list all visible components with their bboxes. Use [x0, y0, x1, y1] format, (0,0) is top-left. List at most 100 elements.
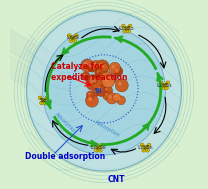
Circle shape — [123, 29, 127, 33]
Circle shape — [88, 63, 97, 72]
Circle shape — [113, 93, 121, 101]
Text: Adsorption: Adsorption — [94, 119, 121, 138]
Circle shape — [86, 76, 100, 91]
Circle shape — [88, 74, 98, 84]
Circle shape — [115, 69, 118, 72]
Text: S$_8$: S$_8$ — [39, 96, 48, 105]
Circle shape — [146, 148, 149, 152]
Circle shape — [98, 87, 102, 91]
Circle shape — [111, 65, 115, 69]
Circle shape — [140, 143, 144, 147]
Text: Li$_2$S$_4$: Li$_2$S$_4$ — [156, 81, 173, 90]
Circle shape — [71, 36, 75, 40]
Circle shape — [84, 62, 88, 66]
Text: Li$_2$S$_6$: Li$_2$S$_6$ — [137, 143, 154, 152]
Circle shape — [100, 143, 104, 147]
Circle shape — [94, 90, 97, 92]
Circle shape — [103, 86, 113, 95]
Circle shape — [86, 94, 96, 105]
Circle shape — [43, 101, 47, 105]
Circle shape — [103, 91, 113, 101]
Circle shape — [84, 74, 86, 76]
Circle shape — [111, 77, 113, 79]
Text: Li$_2$S$_2$: Li$_2$S$_2$ — [118, 24, 135, 33]
Text: Adsorption: Adsorption — [54, 111, 78, 135]
Circle shape — [88, 64, 91, 66]
Circle shape — [119, 98, 121, 101]
Circle shape — [86, 91, 94, 99]
Circle shape — [69, 39, 73, 43]
Circle shape — [93, 63, 96, 66]
Circle shape — [95, 69, 103, 77]
Circle shape — [105, 93, 108, 96]
Circle shape — [45, 96, 49, 100]
Circle shape — [82, 72, 90, 81]
Circle shape — [99, 63, 103, 67]
Circle shape — [125, 26, 129, 30]
Circle shape — [40, 101, 43, 105]
Circle shape — [100, 63, 109, 71]
Circle shape — [109, 95, 112, 99]
Circle shape — [97, 70, 99, 73]
Circle shape — [96, 60, 109, 73]
Circle shape — [128, 24, 132, 28]
Text: Catalyze for
expedite reaction: Catalyze for expedite reaction — [51, 62, 128, 82]
Circle shape — [121, 24, 125, 28]
Circle shape — [109, 75, 117, 83]
Circle shape — [95, 76, 103, 84]
Circle shape — [68, 34, 71, 37]
Circle shape — [38, 96, 42, 100]
Text: Li$_2$S: Li$_2$S — [66, 33, 80, 42]
Circle shape — [97, 146, 100, 149]
Text: CNT: CNT — [108, 175, 125, 184]
Circle shape — [166, 81, 170, 85]
Circle shape — [74, 34, 78, 37]
Circle shape — [105, 88, 108, 91]
Text: Bi: Bi — [94, 88, 102, 94]
Circle shape — [91, 60, 101, 70]
Circle shape — [118, 82, 122, 86]
Circle shape — [98, 70, 111, 84]
Circle shape — [89, 79, 93, 84]
Circle shape — [144, 146, 147, 149]
Circle shape — [73, 39, 77, 43]
Circle shape — [102, 75, 115, 88]
Circle shape — [95, 148, 98, 152]
Circle shape — [93, 88, 100, 96]
Circle shape — [161, 86, 165, 90]
Circle shape — [88, 97, 92, 101]
Circle shape — [95, 84, 108, 96]
Circle shape — [142, 148, 146, 152]
Circle shape — [105, 78, 109, 82]
Circle shape — [102, 65, 105, 67]
Circle shape — [106, 93, 118, 104]
Text: Double adsorption: Double adsorption — [25, 152, 105, 161]
Circle shape — [101, 73, 105, 77]
Circle shape — [85, 94, 98, 107]
Circle shape — [93, 143, 97, 147]
Circle shape — [117, 96, 125, 105]
Circle shape — [88, 97, 91, 100]
Circle shape — [90, 76, 102, 89]
Circle shape — [98, 148, 102, 152]
Circle shape — [165, 86, 168, 90]
Circle shape — [93, 79, 97, 83]
Circle shape — [97, 77, 99, 80]
Circle shape — [114, 95, 117, 98]
Circle shape — [81, 59, 94, 72]
Circle shape — [127, 29, 130, 33]
Circle shape — [88, 93, 90, 95]
Circle shape — [113, 67, 123, 77]
Circle shape — [86, 61, 96, 71]
Circle shape — [159, 81, 163, 85]
Ellipse shape — [43, 26, 165, 155]
Circle shape — [147, 143, 151, 147]
Circle shape — [42, 98, 45, 102]
Circle shape — [90, 77, 93, 80]
Circle shape — [115, 79, 128, 92]
Text: Li$_2$S$_8$: Li$_2$S$_8$ — [90, 143, 107, 152]
Circle shape — [90, 65, 92, 68]
Circle shape — [163, 83, 166, 87]
Circle shape — [109, 62, 121, 74]
Ellipse shape — [26, 10, 182, 171]
